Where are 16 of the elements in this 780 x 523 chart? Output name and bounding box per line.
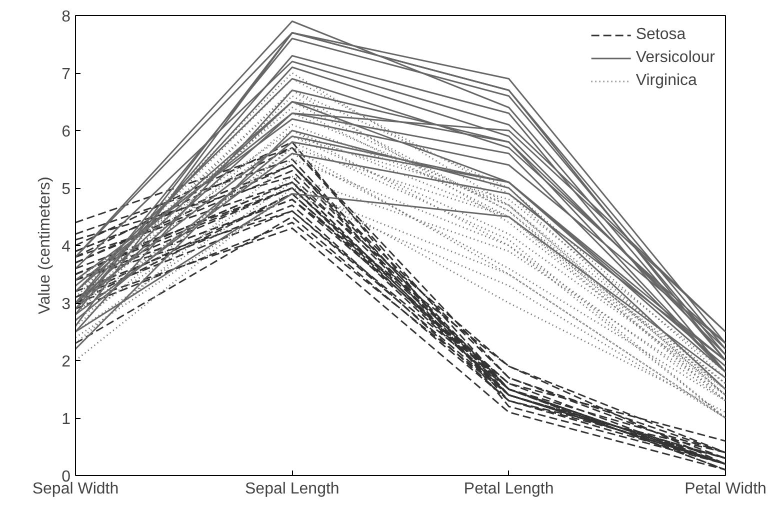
legend-label: Versicolour bbox=[636, 49, 715, 67]
y-tick-label: 4 bbox=[62, 238, 71, 256]
x-tick-label: Petal Length bbox=[464, 480, 554, 498]
y-axis-title: Value (centimeters) bbox=[36, 176, 54, 314]
y-tick-label: 7 bbox=[62, 66, 71, 83]
x-tick-label: Sepal Length bbox=[245, 480, 340, 498]
x-tick-label: Sepal Width bbox=[32, 480, 119, 498]
y-tick-label: 8 bbox=[62, 8, 71, 26]
legend-label: Setosa bbox=[636, 26, 686, 44]
y-tick-label: 5 bbox=[62, 181, 71, 198]
legend-label: Virginica bbox=[636, 72, 697, 90]
y-tick-label: 2 bbox=[62, 354, 71, 370]
x-tick-label: Petal Width bbox=[684, 480, 766, 498]
y-tick-label: 1 bbox=[62, 411, 71, 428]
y-tick-label: 3 bbox=[62, 296, 71, 313]
y-tick-label: 6 bbox=[62, 124, 71, 140]
